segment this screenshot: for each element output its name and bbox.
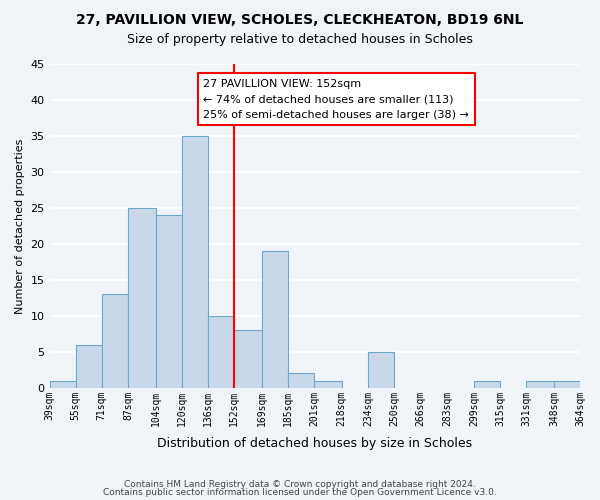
- Bar: [314, 380, 342, 388]
- Bar: [50, 380, 76, 388]
- Bar: [474, 380, 500, 388]
- Text: Size of property relative to detached houses in Scholes: Size of property relative to detached ho…: [127, 32, 473, 46]
- Text: Contains public sector information licensed under the Open Government Licence v3: Contains public sector information licen…: [103, 488, 497, 497]
- Bar: [208, 316, 234, 388]
- Bar: [526, 380, 554, 388]
- Bar: [102, 294, 128, 388]
- Y-axis label: Number of detached properties: Number of detached properties: [15, 138, 25, 314]
- Bar: [288, 374, 314, 388]
- Bar: [182, 136, 208, 388]
- Bar: [128, 208, 155, 388]
- Text: 27 PAVILLION VIEW: 152sqm
← 74% of detached houses are smaller (113)
25% of semi: 27 PAVILLION VIEW: 152sqm ← 74% of detac…: [203, 78, 469, 120]
- Text: Contains HM Land Registry data © Crown copyright and database right 2024.: Contains HM Land Registry data © Crown c…: [124, 480, 476, 489]
- Bar: [368, 352, 394, 388]
- Bar: [234, 330, 262, 388]
- Bar: [76, 344, 102, 388]
- Bar: [155, 215, 182, 388]
- X-axis label: Distribution of detached houses by size in Scholes: Distribution of detached houses by size …: [157, 437, 472, 450]
- Text: 27, PAVILLION VIEW, SCHOLES, CLECKHEATON, BD19 6NL: 27, PAVILLION VIEW, SCHOLES, CLECKHEATON…: [76, 12, 524, 26]
- Bar: [554, 380, 580, 388]
- Bar: [262, 251, 288, 388]
